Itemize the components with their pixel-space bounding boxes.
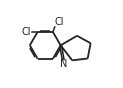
Text: N: N [60,59,68,69]
Text: Cl: Cl [55,17,64,27]
Text: Cl: Cl [22,27,31,37]
